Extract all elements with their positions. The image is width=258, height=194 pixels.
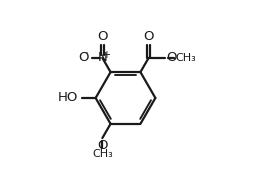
Text: ⁻: ⁻ (83, 50, 88, 60)
Text: CH₃: CH₃ (175, 53, 196, 63)
Text: O: O (97, 139, 108, 152)
Text: N: N (98, 51, 107, 64)
Text: O: O (143, 30, 154, 43)
Text: CH₃: CH₃ (92, 149, 113, 159)
Text: O: O (166, 51, 176, 64)
Text: +: + (102, 50, 110, 60)
Text: O: O (78, 51, 89, 64)
Text: HO: HO (58, 91, 78, 105)
Text: O: O (97, 30, 108, 43)
